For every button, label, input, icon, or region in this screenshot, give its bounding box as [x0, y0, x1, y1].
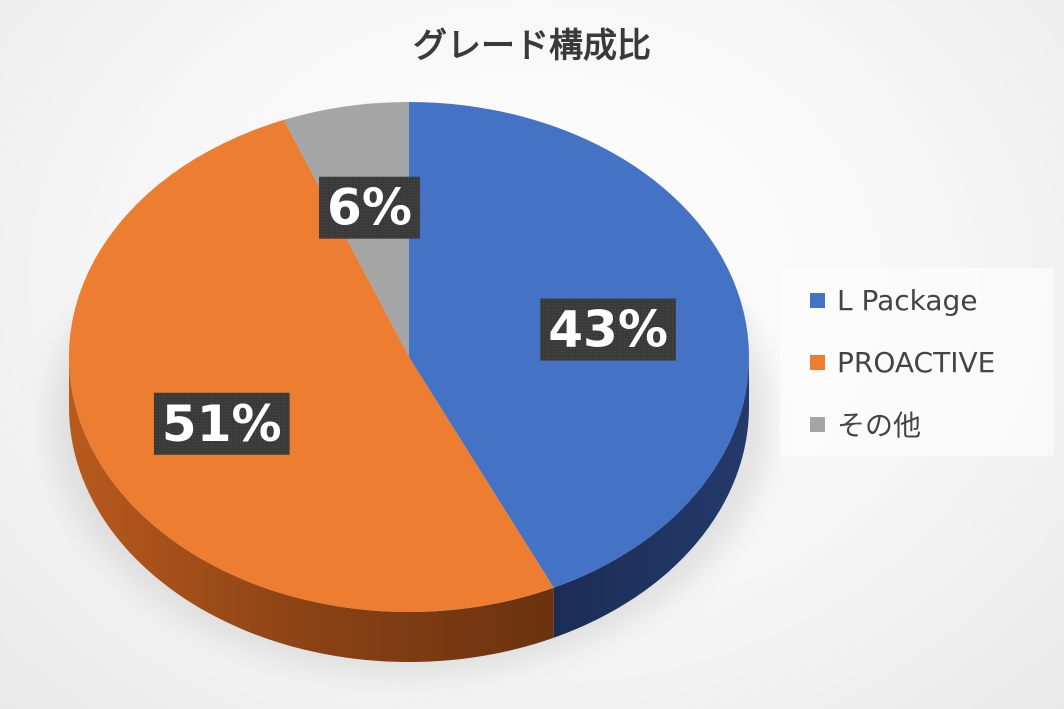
data-label-text: 43% [548, 301, 668, 359]
legend-label: PROACTIVE [837, 345, 996, 379]
pie-slice-proactive [68, 119, 554, 613]
pie-side-proactive [69, 357, 554, 662]
legend-item-その他: その他 [810, 404, 921, 444]
legend-item-l-package: L Package [810, 280, 978, 320]
legend: L Package PROACTIVE その他 [780, 268, 1054, 456]
legend-label: その他 [837, 409, 922, 442]
legend-label: L Package [837, 283, 978, 317]
chart-title: グレード構成比 [413, 26, 651, 66]
data-label-text: 6% [327, 179, 412, 237]
data-label-background [540, 298, 676, 361]
data-label-l-package: 43% [540, 298, 676, 361]
data-label-text: 51% [162, 395, 282, 453]
legend-swatch [810, 416, 825, 432]
data-label-background [153, 392, 290, 455]
data-label-proactive: 51% [153, 392, 290, 455]
legend-swatch [810, 292, 825, 308]
pie-side-l-package [553, 357, 749, 638]
legend-swatch [810, 354, 825, 370]
data-label-その他: 6% [319, 176, 420, 239]
data-label-background [319, 176, 420, 239]
legend-item-proactive: PROACTIVE [810, 342, 995, 382]
